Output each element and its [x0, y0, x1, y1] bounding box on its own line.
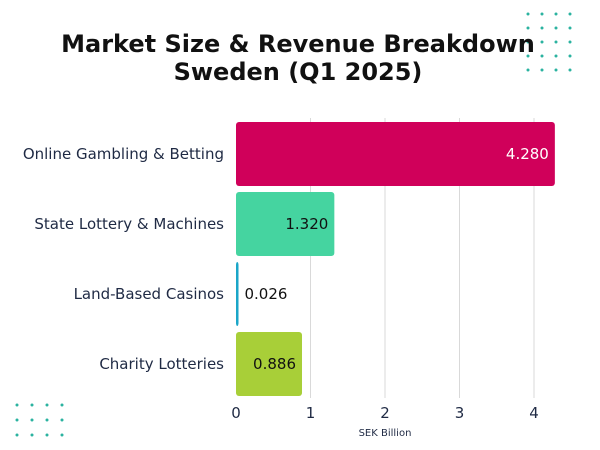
decor-dot: [45, 433, 49, 437]
category-label: Land-Based Casinos: [74, 285, 225, 303]
decor-dot: [568, 54, 572, 58]
dot-grid-bottom-left: [15, 403, 64, 437]
value-label: 4.280: [506, 145, 549, 163]
decor-dot: [554, 68, 558, 72]
decor-dot: [540, 40, 544, 44]
bar-1: [236, 192, 335, 256]
decor-dot: [568, 40, 572, 44]
bar-0: [236, 122, 555, 186]
x-tick-label: 3: [455, 404, 465, 422]
decor-dot: [45, 418, 49, 422]
value-label: 0.886: [253, 355, 296, 373]
decor-dot: [30, 433, 34, 437]
value-label: 1.320: [285, 215, 328, 233]
x-tick-label: 4: [529, 404, 539, 422]
decor-dot: [554, 12, 558, 16]
bars: [236, 122, 555, 396]
decor-dot: [526, 68, 530, 72]
category-label: State Lottery & Machines: [34, 215, 224, 233]
decor-dot: [526, 12, 530, 16]
decor-dot: [540, 68, 544, 72]
x-tick-label: 1: [306, 404, 316, 422]
decor-dot: [540, 54, 544, 58]
decor-dot: [554, 54, 558, 58]
decor-dot: [60, 418, 64, 422]
dot-grid-top-right: [526, 12, 572, 72]
decor-dot: [30, 418, 34, 422]
decor-dot: [15, 403, 19, 407]
decor-dot: [568, 68, 572, 72]
decor-dot: [15, 433, 19, 437]
decor-dot: [15, 418, 19, 422]
decor-dot: [554, 40, 558, 44]
decor-dot: [526, 54, 530, 58]
decor-dot: [45, 403, 49, 407]
value-label: 0.026: [245, 285, 288, 303]
decor-dot: [568, 26, 572, 30]
category-label: Charity Lotteries: [99, 355, 224, 373]
x-tick-labels: 0 1 2 3 4: [231, 404, 539, 422]
decor-dot: [60, 433, 64, 437]
category-labels: Online Gambling & Betting State Lottery &…: [23, 145, 224, 373]
chart-title: Market Size & Revenue Breakdown: [61, 30, 535, 58]
decor-dot: [526, 40, 530, 44]
category-label: Online Gambling & Betting: [23, 145, 224, 163]
x-tick-label: 0: [231, 404, 241, 422]
x-tick-label: 2: [380, 404, 390, 422]
value-labels: 4.280 1.320 0.026 0.886: [245, 145, 549, 373]
decor-dot: [568, 12, 572, 16]
x-axis-title: SEK Billion: [359, 428, 412, 439]
decor-dot: [540, 26, 544, 30]
bar-2: [236, 262, 239, 326]
decor-dot: [540, 12, 544, 16]
decor-dot: [554, 26, 558, 30]
chart-subtitle: Sweden (Q1 2025): [174, 58, 423, 86]
decor-dot: [526, 26, 530, 30]
decor-dot: [30, 403, 34, 407]
bar-3: [236, 332, 303, 396]
decor-dot: [60, 403, 64, 407]
